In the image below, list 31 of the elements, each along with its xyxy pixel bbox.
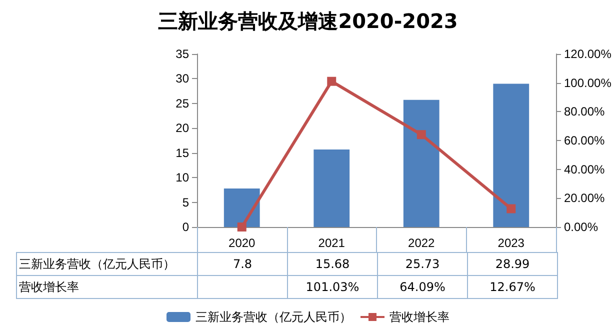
y-tick-label: 0 [182, 220, 190, 234]
y2-tick-label: 80.00% [564, 104, 606, 119]
legend-label: 营收增长率 [390, 310, 450, 324]
data-label: 101.03% [288, 276, 378, 298]
text: 营收增长率 [19, 280, 79, 294]
y-tick-label: 20 [176, 121, 190, 136]
y2-tick-label: 0.00% [564, 220, 598, 234]
y-tick-label: 25 [176, 96, 190, 110]
x-tick-label: 2021 [318, 236, 346, 250]
x-tick-label: 2020 [228, 236, 256, 250]
data-label: 7.8 [198, 252, 288, 276]
y2-tick-label: 20.00% [564, 191, 606, 206]
y-tick-label: 30 [176, 72, 190, 86]
x-tick-label: 2023 [498, 236, 525, 250]
data-label: 25.73 [378, 252, 468, 276]
y-tick-label: 35 [176, 47, 190, 61]
y2-tick-label: 120.00% [564, 47, 612, 61]
data-label: 12.67% [468, 276, 558, 298]
x-tick-label: 2022 [408, 236, 436, 250]
data-label: 64.09% [378, 276, 468, 298]
legend-label: 三新业务营收（亿元人民币） [196, 310, 352, 324]
y2-tick-label: 40.00% [564, 162, 606, 176]
y-tick-label: 5 [182, 195, 190, 210]
data-label: 28.99 [468, 252, 558, 276]
y2-tick-label: 100.00% [564, 76, 612, 90]
text: 三新业务营收（亿元人民币） [19, 256, 175, 270]
y-tick-label: 15 [176, 146, 190, 160]
data-label: 15.68 [288, 252, 378, 276]
y2-tick-label: 60.00% [564, 134, 606, 148]
chart-title: 三新业务营收及增速2020-2023 [158, 9, 458, 33]
y-tick-label: 10 [176, 170, 190, 185]
